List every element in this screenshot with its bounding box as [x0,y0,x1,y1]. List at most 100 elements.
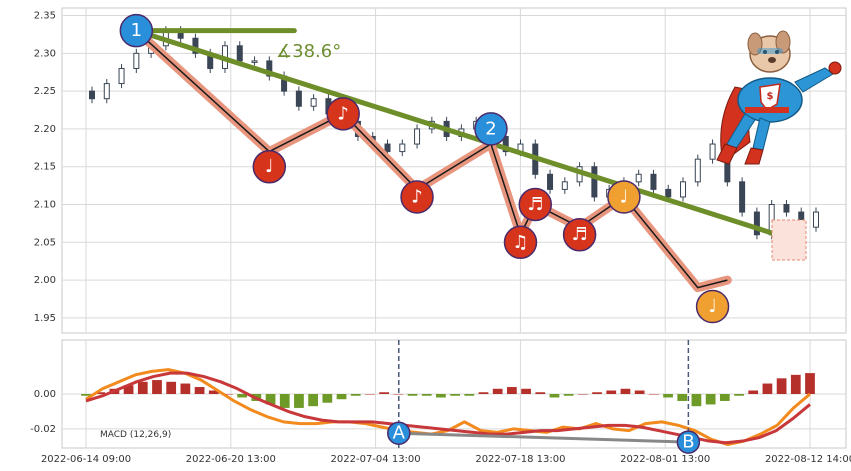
candle-body [635,173,642,183]
candle-body [192,37,199,54]
macd-histogram-bar [152,380,162,394]
macd-legend: MACD (12,26,9) [100,430,171,440]
candle-body [709,143,716,160]
macd-histogram-bar [790,374,801,394]
candle-body [783,204,790,213]
macd-y-tick-label: -0.02 [30,424,56,435]
wave-marker-label: ♬ [527,194,543,215]
candle-body [133,52,140,69]
macd-histogram-bar [549,394,560,398]
macd-histogram-bar [365,394,375,395]
price-y-tick-label: 2.30 [34,48,56,59]
price-y-ticks: 1.95 2.00 2.05 2.10 2.15 2.20 2.25 2.30 2.35 [34,11,56,324]
macd-histogram-bar [762,383,773,394]
wave-marker: ♩ [607,180,641,214]
macd-histogram-bar [308,394,319,407]
divergence-marker-circle [676,430,701,454]
price-y-tick-label: 2.00 [34,275,56,286]
candle-body [103,83,110,100]
macd-histogram-bar [705,394,716,405]
wave-marker-circle [695,289,730,324]
price-y-tick-label: 2.35 [34,11,56,22]
wave-marker-label: ♬ [572,224,588,245]
wave-marker-circle [562,217,597,252]
divergence-marker-circle [387,421,411,445]
wave-marker: ♩ [252,149,287,184]
macd-histogram-bar [748,390,759,394]
macd-histogram-bar [350,394,361,396]
candle-body [753,211,760,236]
wave-marker-label: ♪ [411,186,423,207]
macd-histogram-bar [478,392,489,394]
macd-histogram-bar [691,394,702,407]
macd-histogram-bar [805,373,815,394]
wave-marker-label: ♫ [512,232,528,253]
x-tick-label: 2022-06-20 13:00 [186,454,276,465]
macd-histogram-bar [563,394,574,396]
candle-body [399,143,406,153]
macd-histogram-bar [663,394,673,398]
macd-histogram-bar [81,394,91,396]
wave-marker-label: ♪ [337,103,349,124]
x-tick-label: 2022-08-01 13:00 [620,454,710,465]
wave-marker: ♬ [518,187,553,222]
candle-body [694,158,701,183]
wave-marker-label: ♩ [265,156,274,177]
wave-marker: 2 [474,112,508,146]
macd-histogram-bar [521,388,531,394]
macd-histogram-bar [407,394,418,396]
price-panel: 1.95 2.00 2.05 2.10 2.15 2.20 2.25 2.30 2.35 1 ♩ ♪… [34,7,847,334]
candle-body [251,60,258,63]
svg-text:$: $ [767,91,774,102]
candle-body [89,90,95,100]
price-y-tick-label: 2.10 [34,200,56,211]
divergence-marker-label: A [393,423,406,444]
price-y-tick-label: 2.25 [34,86,56,97]
price-y-tick-label: 1.95 [34,313,56,324]
macd-histogram-bar [137,381,148,394]
wave-marker-circle [474,112,508,146]
candle-body [310,98,317,107]
macd-histogram-bar [237,394,248,398]
candle-body [591,166,598,198]
macd-histogram-bar [436,394,446,398]
angle-label: ∡38.6° [276,41,341,62]
macd-histogram-bar [677,394,688,401]
divergence-marker-label: B [682,432,694,453]
macd-histogram-bar [776,378,787,394]
reward-box [771,219,807,261]
x-tick-label: 2022-06-14 09:00 [41,454,131,465]
macd-histogram-bar [734,394,744,396]
candle-body [384,143,391,153]
macd-histogram-bar [265,394,276,405]
price-y-tick-label: 2.05 [34,237,56,248]
wave-marker-circle [607,180,641,214]
macd-histogram-bar [95,392,106,394]
price-y-tick-label: 2.20 [34,124,56,135]
divergence-line [398,431,689,444]
wave-marker: ♫ [503,225,538,260]
macd-histogram-bar [648,394,659,395]
macd-histogram-bar [279,394,290,408]
macd-y-ticks: 0.00 -0.02 [30,389,56,435]
macd-histogram-bar [180,383,191,394]
candle-body [813,211,819,228]
candle-body [547,173,554,190]
macd-histogram-bar [634,390,645,394]
macd-histogram-bar [620,388,631,394]
candle-body [295,90,302,107]
price-y-tick-label: 2.15 [34,162,56,173]
wave-marker-circle [503,225,538,260]
candle-body [650,173,657,190]
macd-y-tick-label: 0.00 [34,389,56,400]
macd-histogram-bar [123,385,134,394]
wave-marker-circle [119,13,154,48]
superhero-dog-mascot: $ [716,30,842,165]
x-tick-label: 2022-07-04 13:00 [331,454,421,465]
macd-histogram-bar [592,392,602,394]
macd-histogram-bar [606,390,617,394]
candle-body [739,181,746,213]
